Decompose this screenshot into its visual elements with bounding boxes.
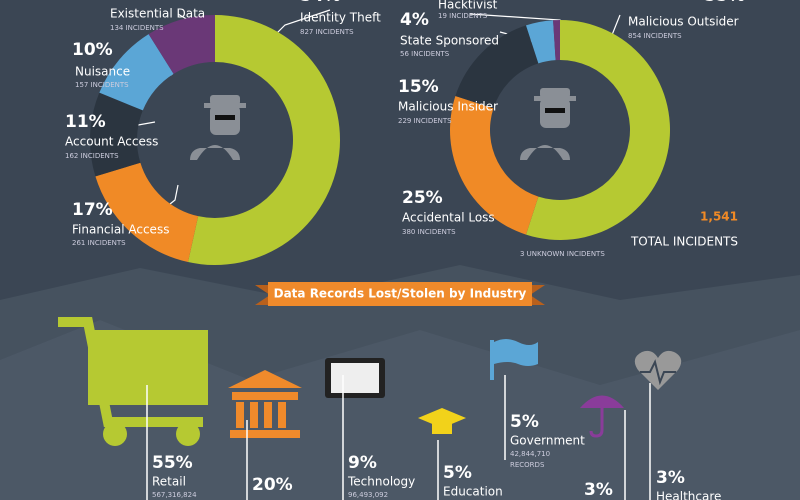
slice-incidents: 157 INCIDENTS	[75, 81, 129, 89]
industry-name: Technology	[347, 475, 415, 489]
slice-incidents: 827 INCIDENTS	[300, 28, 354, 36]
slice-incidents: 854 INCIDENTS	[628, 32, 682, 40]
industry-name: Healthcare	[656, 490, 721, 500]
slice-percent: 15%	[398, 77, 439, 97]
donut-slice	[553, 20, 560, 61]
slice-label: State Sponsored	[400, 34, 499, 48]
donut-slice	[187, 15, 340, 265]
donut-slice	[99, 34, 174, 111]
donut-slice	[455, 25, 539, 109]
slice-percent: 25%	[402, 188, 443, 208]
donut-slice	[526, 20, 556, 64]
industry-records: 42,844,710	[510, 450, 550, 458]
industry-unit: RECORDS	[510, 461, 545, 469]
industry-percent: 9%	[348, 453, 377, 473]
total-label: TOTAL INCIDENTS	[630, 235, 738, 249]
banner-title: Data Records Lost/Stolen by Industry	[274, 287, 527, 301]
slice-label: Identity Theft	[300, 11, 381, 25]
donut-slice	[526, 20, 670, 241]
slice-label: Hacktivist	[438, 0, 498, 12]
slice-incidents: 134 INCIDENTS	[110, 24, 164, 32]
banner: Data Records Lost/Stolen by Industry	[255, 282, 545, 306]
industry-percent: 3%	[584, 480, 613, 500]
donut-slice	[148, 15, 215, 74]
slice-label: Malicious Outsider	[628, 15, 739, 29]
donut-slice	[450, 96, 539, 235]
slice-label: Account Access	[65, 135, 158, 149]
industry-percent: 20%	[252, 475, 293, 495]
slice-incidents: 380 INCIDENTS	[402, 228, 456, 236]
industry-leaders	[146, 375, 651, 500]
industry-name: Government	[510, 434, 585, 448]
slice-incidents: 162 INCIDENTS	[65, 152, 119, 160]
donut-slice	[95, 162, 199, 263]
donut-slice	[90, 92, 143, 177]
industry-percent: 5%	[510, 412, 539, 432]
industry-icons	[58, 317, 682, 446]
industry-name: Retail	[152, 475, 186, 489]
slice-incidents: 19 INCIDENTS	[438, 12, 488, 20]
industry-records: 96,493,092	[348, 491, 388, 499]
industry-percent: 5%	[443, 463, 472, 483]
slice-label: Accidental Loss	[402, 211, 495, 225]
slice-incidents: 56 INCIDENTS	[400, 50, 450, 58]
industry-percent: 55%	[152, 453, 193, 473]
slice-label: Nuisance	[75, 65, 130, 79]
total: 1,541	[700, 210, 738, 224]
slice-label: Financial Access	[72, 223, 169, 237]
slice-incidents: 261 INCIDENTS	[72, 239, 126, 247]
industry-records: 567,316,824	[152, 491, 197, 499]
industry-percent: 3%	[656, 468, 685, 488]
spy-icons	[190, 88, 576, 160]
unknown: 3 UNKNOWN INCIDENTS	[520, 250, 605, 258]
slice-percent: 10%	[72, 40, 113, 60]
slice-percent: 11%	[65, 112, 106, 132]
slice-label: Existential Data	[110, 7, 205, 21]
slice-label: Malicious Insider	[398, 100, 498, 114]
slice-percent: 17%	[72, 200, 113, 220]
slice-percent: 4%	[400, 10, 429, 30]
industry-name: Education	[443, 485, 503, 499]
slice-incidents: 229 INCIDENTS	[398, 117, 452, 125]
slice-percent: 54%	[300, 0, 341, 6]
slice-percent: 55%	[704, 0, 745, 6]
